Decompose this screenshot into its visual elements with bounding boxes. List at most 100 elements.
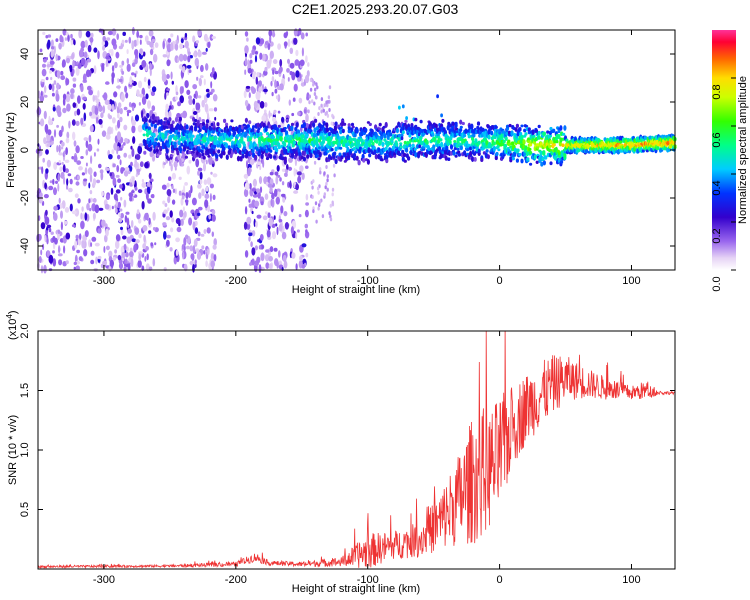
spectrogram-cell <box>167 38 172 43</box>
spectrogram-cell <box>257 191 261 199</box>
spectrogram-cell <box>52 106 56 112</box>
spectrogram-cell <box>446 124 450 131</box>
spectrogram-cell <box>477 140 481 145</box>
spectrogram-cell <box>177 57 180 63</box>
spectrogram-cell <box>331 192 334 197</box>
spectrogram-cell <box>167 143 171 148</box>
spectrogram-cell <box>448 140 452 144</box>
spectrogram-cell <box>43 110 47 120</box>
spectrogram-cell <box>192 221 196 231</box>
spectrogram-cell <box>201 152 205 157</box>
spectrogram-cell <box>89 37 94 43</box>
spectrogram-cell <box>192 212 195 217</box>
spectrogram-cell <box>230 135 234 140</box>
spectrogram-cell <box>490 130 494 136</box>
spectrogram-cell <box>243 221 248 230</box>
spectrogram-cell <box>89 173 93 183</box>
spectrogram-cell <box>341 128 345 134</box>
spectrogram-cell <box>46 250 50 257</box>
spectrogram-cell <box>149 89 152 93</box>
spectrogram-cell <box>125 211 130 215</box>
spectrogram-cell <box>190 185 193 194</box>
spectrogram-cell <box>255 220 258 228</box>
spectrogram-cell <box>271 76 275 82</box>
spectrogram-cell <box>125 92 129 99</box>
spectrogram-cell <box>192 245 196 254</box>
y-tick-label: -40 <box>19 238 31 254</box>
spectrogram-cell <box>328 140 332 146</box>
spectrogram-cell <box>117 254 122 261</box>
spectrogram-cell <box>272 116 277 123</box>
spectrogram-cell <box>539 150 543 155</box>
spectrogram-cell <box>77 175 80 180</box>
y-tick-label: -20 <box>19 190 31 206</box>
spectrogram-cell <box>51 83 55 92</box>
spectrogram-cell <box>206 248 209 255</box>
spectrogram-cell <box>88 69 92 77</box>
spectrogram-cell <box>533 154 537 160</box>
spectrogram-cell <box>165 216 171 221</box>
spectrogram-cell <box>133 244 137 253</box>
spectrogram-cell <box>455 143 459 148</box>
spectrogram-cell <box>259 165 262 171</box>
spectrogram-cell <box>165 148 169 154</box>
spectrogram-cell <box>278 219 283 223</box>
spectrogram-cell <box>510 130 514 137</box>
spectrogram-cell <box>153 123 157 129</box>
spectrogram-cell <box>256 188 261 194</box>
spectrogram-cell <box>126 63 131 72</box>
spectrogram-cell <box>330 121 333 126</box>
spectrogram-cell <box>205 260 208 267</box>
spectrogram-cell <box>162 40 165 50</box>
spectrogram-cell <box>68 187 73 193</box>
spectrogram-cell <box>283 41 288 47</box>
spectrogram-cell <box>55 93 60 102</box>
spectrogram-cell <box>298 97 303 104</box>
spectrogram-cell <box>131 148 135 158</box>
spectrogram-cell <box>108 49 113 54</box>
snr-y-ticks: 0.5 1.0 1.5 2.0 <box>19 323 675 517</box>
spectrogram-cell <box>334 158 338 165</box>
spectrogram-cell <box>119 159 122 166</box>
spectrogram-cell <box>438 131 442 135</box>
spectrogram-cell <box>155 148 159 153</box>
spectrogram-cell <box>269 186 273 193</box>
spectrogram-cell <box>118 147 123 151</box>
spectrogram-cell <box>116 131 122 141</box>
spectrogram-cell <box>326 178 329 183</box>
spectrogram-cell <box>317 157 321 161</box>
x-tick-label: -200 <box>225 275 247 287</box>
spectrogram-cell <box>41 79 45 82</box>
spectrogram-cell <box>108 250 113 258</box>
spectrogram-cell <box>495 151 499 156</box>
spectrogram-cell <box>262 123 266 128</box>
spectrogram-cell <box>401 149 405 155</box>
spectrogram-cell <box>247 67 252 74</box>
spectrogram-cell <box>93 171 97 177</box>
spectrogram-cell <box>220 129 224 133</box>
spectrogram-cell <box>248 229 252 233</box>
spectrogram-cell <box>114 61 118 69</box>
spectrogram-cell <box>194 57 199 67</box>
spectrogram-cell <box>178 190 182 196</box>
spectrogram-cell <box>454 122 458 128</box>
spectrogram-cell <box>162 54 167 58</box>
spectrogram-cell <box>276 260 279 269</box>
spectrogram-cell <box>249 159 255 166</box>
spectrogram-cell <box>305 32 309 37</box>
spectrogram-cell <box>166 88 171 92</box>
spectrogram-cell <box>271 129 275 133</box>
spectrogram-cell <box>321 135 326 142</box>
spectrogram-cell <box>115 124 118 131</box>
spectrogram-cell <box>134 49 139 57</box>
spectrogram-cell <box>175 39 178 44</box>
spectrogram-cell <box>61 61 65 68</box>
spectrogram-cell <box>272 59 278 65</box>
spectrogram-cell <box>171 199 176 205</box>
spectrogram-cell <box>548 134 553 138</box>
spectrogram-cell <box>132 136 136 144</box>
spectrogram-cell <box>53 80 57 85</box>
spectrogram-cell <box>322 108 325 113</box>
spectrogram-cell <box>129 76 133 85</box>
spectrogram-cell <box>152 227 156 231</box>
